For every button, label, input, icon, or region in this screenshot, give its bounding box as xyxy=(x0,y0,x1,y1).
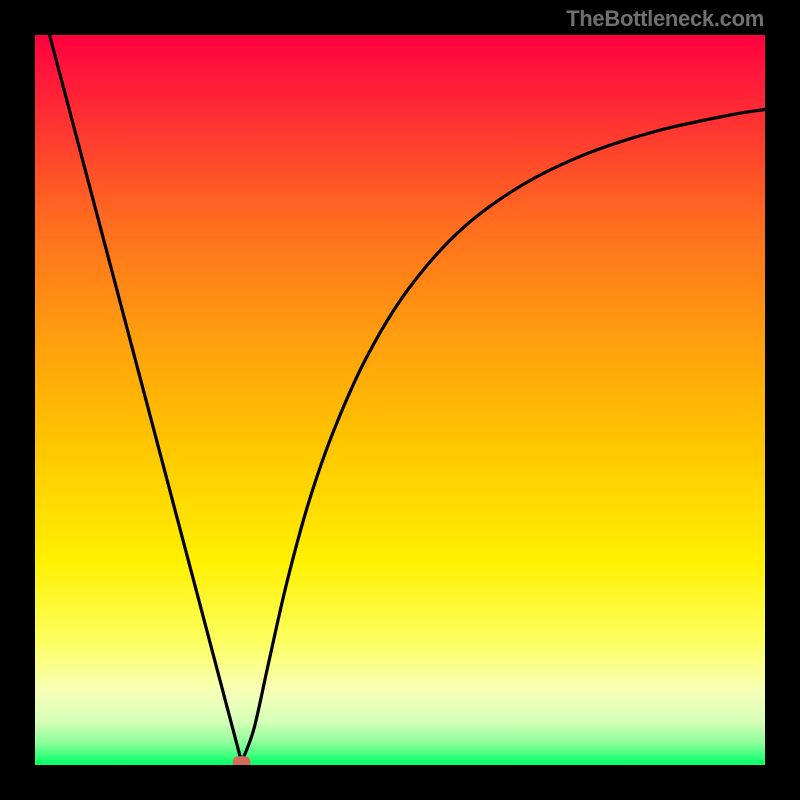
watermark-text: TheBottleneck.com xyxy=(566,6,764,32)
minimum-marker xyxy=(233,756,251,765)
plot-area xyxy=(35,35,765,765)
bottleneck-curve xyxy=(35,35,765,765)
